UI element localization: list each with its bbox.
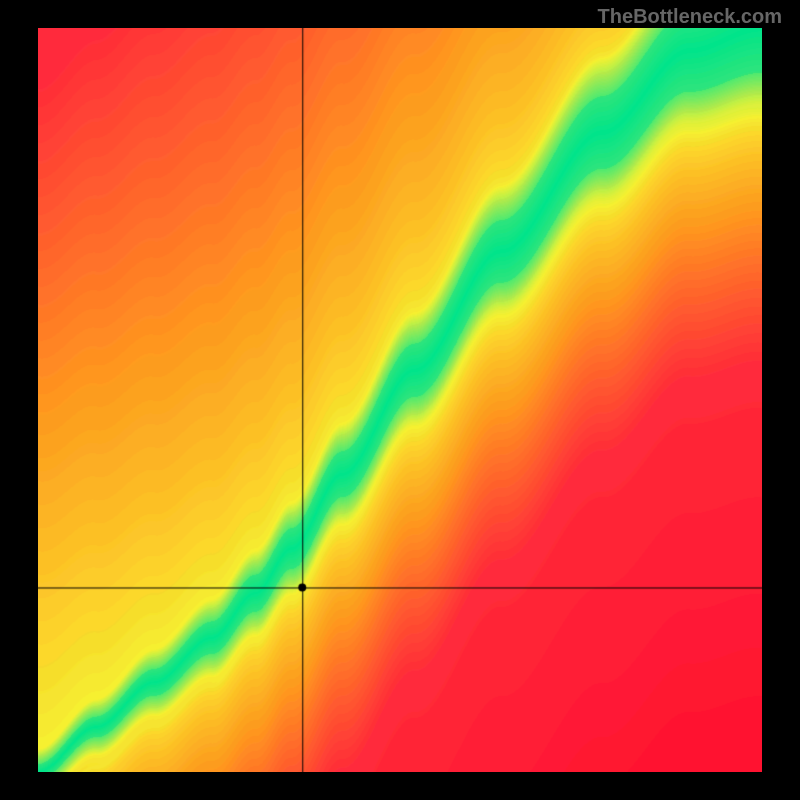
chart-container: TheBottleneck.com — [0, 0, 800, 800]
heatmap-canvas — [38, 28, 762, 772]
chart-frame — [0, 0, 800, 800]
watermark-text: TheBottleneck.com — [598, 6, 782, 29]
